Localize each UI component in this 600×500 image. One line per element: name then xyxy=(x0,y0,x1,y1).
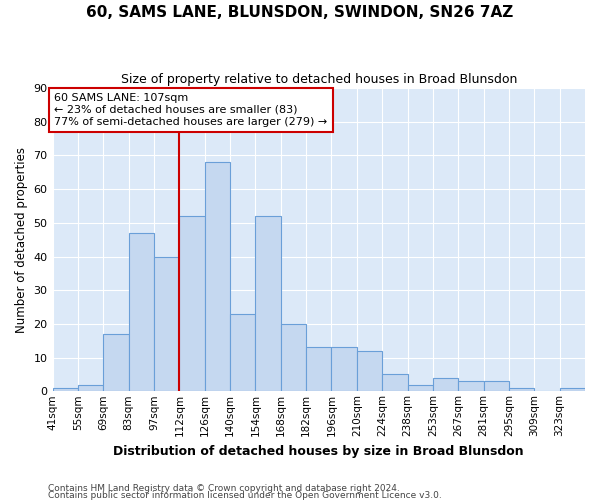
Bar xyxy=(53,388,78,392)
Bar xyxy=(78,384,103,392)
Bar xyxy=(433,378,458,392)
Bar xyxy=(154,256,179,392)
Bar xyxy=(509,388,534,392)
Bar xyxy=(128,233,154,392)
Bar xyxy=(458,381,484,392)
Bar xyxy=(179,216,205,392)
Bar xyxy=(331,348,357,392)
Bar xyxy=(484,381,509,392)
Text: Contains public sector information licensed under the Open Government Licence v3: Contains public sector information licen… xyxy=(48,492,442,500)
Bar xyxy=(256,216,281,392)
Bar xyxy=(357,351,382,392)
Text: Contains HM Land Registry data © Crown copyright and database right 2024.: Contains HM Land Registry data © Crown c… xyxy=(48,484,400,493)
Bar xyxy=(281,324,306,392)
Bar xyxy=(407,384,433,392)
Text: 60, SAMS LANE, BLUNSDON, SWINDON, SN26 7AZ: 60, SAMS LANE, BLUNSDON, SWINDON, SN26 7… xyxy=(86,5,514,20)
Bar xyxy=(306,348,331,392)
Bar xyxy=(230,314,256,392)
Title: Size of property relative to detached houses in Broad Blunsdon: Size of property relative to detached ho… xyxy=(121,72,517,86)
Bar xyxy=(103,334,128,392)
Bar xyxy=(382,374,407,392)
Text: 60 SAMS LANE: 107sqm
← 23% of detached houses are smaller (83)
77% of semi-detac: 60 SAMS LANE: 107sqm ← 23% of detached h… xyxy=(55,94,328,126)
Bar xyxy=(205,162,230,392)
X-axis label: Distribution of detached houses by size in Broad Blunsdon: Distribution of detached houses by size … xyxy=(113,444,524,458)
Bar xyxy=(560,388,585,392)
Y-axis label: Number of detached properties: Number of detached properties xyxy=(15,146,28,332)
